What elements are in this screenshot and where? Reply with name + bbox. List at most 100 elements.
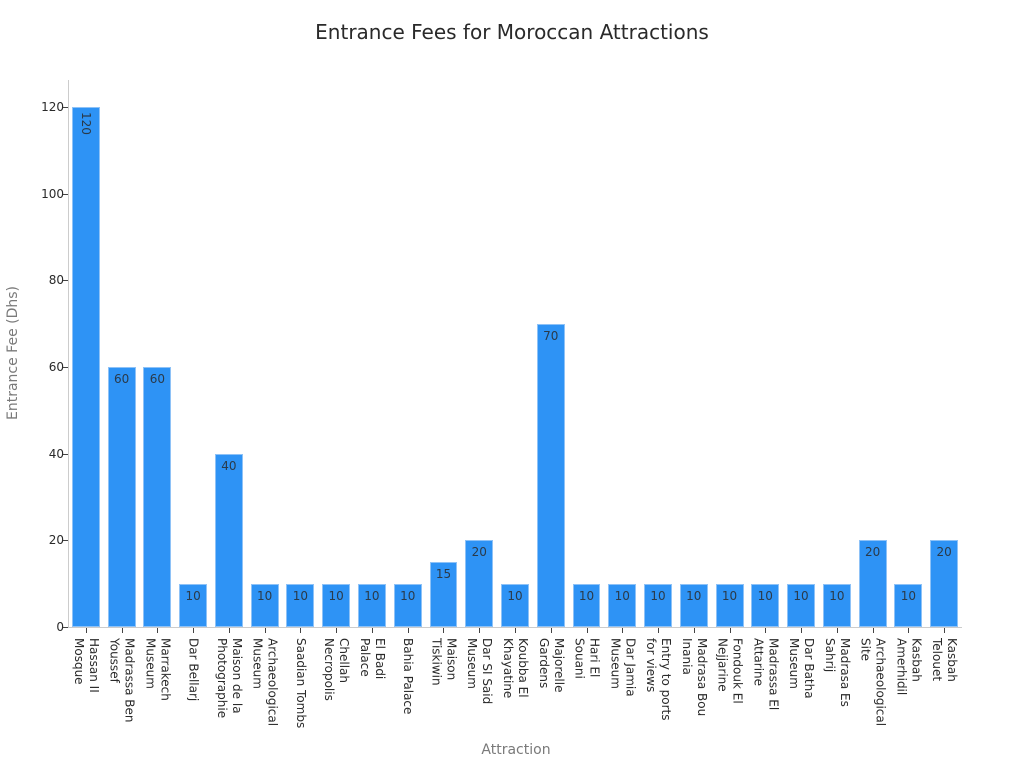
x-tick-mark [801, 628, 803, 633]
x-axis-label: Attraction [481, 742, 551, 758]
bar[interactable]: 10 [822, 583, 851, 627]
bar-value-label: 10 [793, 588, 809, 603]
bar-value-label: 10 [829, 588, 845, 603]
x-tick-label: El Badi Palace [357, 638, 387, 680]
y-tick-mark [63, 627, 68, 628]
x-tick-label: Marrakech Museum [143, 638, 173, 701]
y-tick-mark [63, 107, 68, 108]
x-tick-label: Hassan II Mosque [71, 638, 101, 693]
bar-value-label: 15 [435, 567, 452, 581]
bar[interactable]: 10 [393, 583, 422, 627]
x-tick-label: Madrassa El Attarine [751, 638, 781, 711]
y-tick-mark [63, 540, 68, 542]
y-tick-label: 120 [41, 100, 64, 114]
bar[interactable]: 60 [143, 367, 172, 627]
bar[interactable]: 10 [787, 583, 816, 627]
y-tick-label: 40 [48, 446, 64, 461]
x-tick-mark [228, 628, 230, 633]
x-tick-label: Dar SI Said Museum [465, 638, 495, 705]
x-tick-label: Koubba El Khayatine [501, 638, 530, 699]
y-tick-label: 60 [48, 360, 64, 374]
x-tick-label: Madrassa Ben Youssef [107, 638, 137, 723]
x-tick-mark [443, 628, 445, 633]
bar[interactable]: 15 [429, 562, 458, 627]
bar-value-label: 10 [686, 588, 702, 603]
y-axis-line [68, 80, 69, 628]
bar-value-label: 10 [507, 588, 523, 603]
bar-value-label: 60 [149, 372, 166, 386]
bar[interactable]: 10 [179, 583, 208, 627]
bar-value-label: 20 [864, 545, 881, 560]
bar-value-label: 70 [543, 328, 559, 343]
x-tick-mark [765, 628, 767, 633]
y-tick-label: 80 [48, 273, 64, 288]
x-tick-label: Saadian Tombs [293, 638, 308, 729]
bar-value-label: 20 [471, 545, 487, 560]
bar-value-label: 10 [578, 588, 595, 603]
bar[interactable]: 70 [536, 323, 565, 627]
x-tick-mark [586, 628, 588, 633]
x-tick-mark [908, 628, 910, 633]
x-tick-mark [121, 628, 123, 633]
bar[interactable]: 10 [679, 583, 708, 627]
y-tick-label: 100 [41, 186, 64, 201]
bar[interactable]: 10 [358, 583, 386, 627]
x-tick-mark [193, 628, 195, 633]
bar[interactable]: 20 [930, 540, 959, 627]
bar-value-label: 10 [900, 588, 916, 603]
bar-value-label: 10 [650, 588, 666, 603]
y-tick-label: 20 [48, 533, 64, 548]
bar[interactable]: 120 [71, 107, 100, 627]
x-tick-label: Maison de la Photographie [214, 638, 244, 719]
y-tick-label: 0 [56, 620, 64, 634]
x-tick-mark [693, 628, 695, 633]
x-tick-label: Archaeological Museum [250, 638, 280, 727]
y-tick-mark [63, 193, 68, 195]
x-tick-mark [371, 628, 373, 633]
bar[interactable]: 10 [894, 583, 923, 627]
x-tick-mark [872, 628, 874, 633]
bar[interactable]: 60 [107, 367, 136, 627]
x-tick-mark [157, 628, 159, 633]
x-tick-label: Majorelle Gardens [536, 638, 566, 693]
x-tick-mark [336, 628, 338, 633]
bar[interactable]: 10 [751, 583, 780, 627]
x-tick-label: Hari El Souani [572, 638, 602, 679]
x-tick-mark [515, 628, 516, 633]
x-tick-mark [550, 628, 552, 633]
x-tick-label: Dar Batha Museum [787, 638, 817, 699]
bar[interactable]: 10 [572, 583, 601, 627]
bar-value-label: 10 [257, 588, 273, 603]
bar-value-label: 10 [400, 588, 416, 603]
x-tick-label: Dar Jamia Museum [608, 638, 638, 697]
bar[interactable]: 20 [465, 540, 494, 627]
y-tick-mark [63, 367, 68, 368]
x-tick-label: Maison Tiskiwin [429, 638, 459, 686]
bar-value-label: 10 [614, 588, 630, 603]
bar[interactable]: 10 [250, 583, 279, 627]
bar[interactable]: 10 [644, 583, 672, 627]
bar-value-label: 120 [78, 112, 93, 135]
bar[interactable]: 10 [501, 583, 529, 627]
bar[interactable]: 10 [608, 583, 637, 627]
bar[interactable]: 10 [286, 583, 315, 627]
y-axis-label: Entrance Fee (Dhs) [5, 285, 21, 421]
x-tick-mark [658, 628, 660, 633]
bar[interactable]: 10 [322, 583, 351, 627]
chart-title: Entrance Fees for Moroccan Attractions [315, 20, 709, 44]
x-tick-label: Madrasa Bou Inania [679, 638, 709, 717]
bar-value-label: 60 [113, 372, 130, 386]
x-tick-mark [300, 628, 302, 633]
y-tick-mark [63, 453, 68, 455]
bar[interactable]: 40 [214, 453, 243, 627]
x-tick-label: Kasbah Amerhidil [894, 638, 924, 696]
x-tick-mark [85, 628, 87, 633]
bar[interactable]: 10 [715, 583, 744, 627]
x-tick-label: Archaeological Site [858, 638, 888, 727]
bar-value-label: 40 [221, 458, 237, 473]
x-axis-line [68, 627, 962, 628]
x-tick-mark [622, 628, 624, 633]
x-tick-label: Madrasa Es Sahrij [822, 638, 852, 707]
bar-value-label: 10 [292, 588, 309, 603]
bar[interactable]: 20 [858, 540, 887, 627]
